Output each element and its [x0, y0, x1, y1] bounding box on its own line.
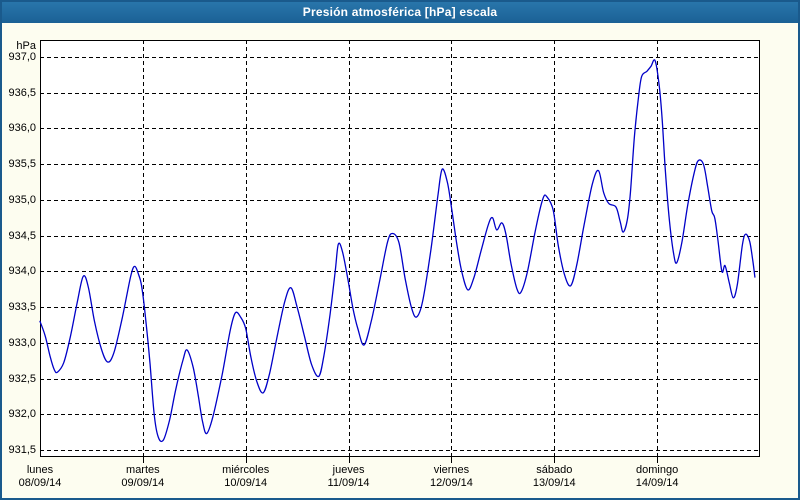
x-day-date: 12/09/14 [430, 477, 473, 489]
y-tick-label: 937,0 [8, 51, 36, 63]
y-tick-label: 934,0 [8, 265, 36, 278]
x-day-name: viernes [433, 464, 470, 476]
x-day-date: 14/09/14 [635, 477, 679, 489]
x-axis-category-label: martes 09/09/14 [95, 464, 191, 490]
y-tick-label: 934,5 [8, 229, 36, 242]
pressure-line [39, 59, 756, 443]
y-tick-label: 932,5 [8, 372, 36, 385]
x-day-name: lunes [26, 464, 54, 476]
x-axis-category-label: domingo 14/09/14 [609, 464, 705, 490]
x-day-date: 11/09/14 [327, 477, 370, 489]
x-axis-category-label: lunes 08/09/14 [0, 464, 88, 490]
y-tick-label: 936,0 [8, 122, 36, 135]
y-tick-label: 935,5 [8, 158, 36, 171]
x-day-name: miércoles [222, 464, 270, 476]
x-axis-category-label: miércoles 10/09/14 [198, 464, 294, 490]
x-day-name: domingo [636, 464, 679, 476]
x-axis-category-label: sábado 13/09/14 [506, 464, 602, 490]
y-tick-label: 932,0 [8, 408, 36, 421]
chart-title: Presión atmosférica [hPa] escala [302, 4, 498, 19]
y-tick-label: 931,5 [8, 444, 36, 456]
y-tick-label: 936,5 [8, 86, 36, 99]
plot-border [40, 40, 760, 457]
x-axis-category-label: viernes 12/09/14 [403, 464, 499, 490]
y-axis-unit-label: hPa [16, 40, 36, 52]
x-day-date: 08/09/14 [18, 477, 62, 489]
y-tick-label: 933,5 [8, 301, 36, 314]
x-day-name: jueves [332, 464, 365, 476]
title-bar: Presión atmosférica [hPa] escala [0, 0, 800, 23]
y-tick-label: 933,0 [8, 336, 36, 349]
x-day-date: 10/09/14 [224, 477, 268, 489]
x-axis-category-label: jueves 11/09/14 [301, 464, 397, 490]
x-day-date: 09/09/14 [121, 477, 165, 489]
y-tick-label: 935,0 [8, 193, 36, 206]
x-day-name: sábado [536, 464, 573, 476]
x-day-date: 13/09/14 [532, 477, 576, 489]
x-day-name: martes [126, 464, 160, 476]
